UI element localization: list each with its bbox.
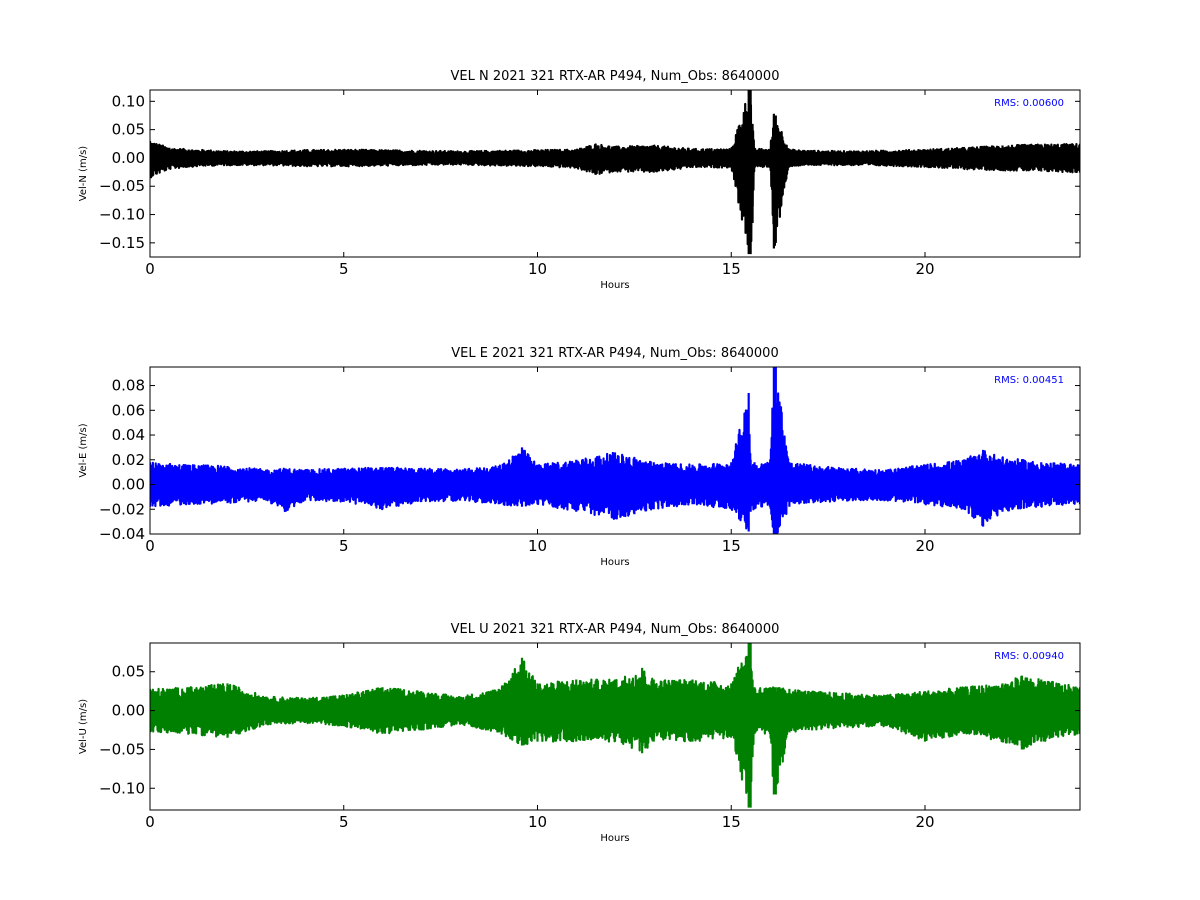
chart-title: VEL N 2021 321 RTX-AR P494, Num_Obs: 864… <box>451 69 780 84</box>
chart-title: VEL E 2021 321 RTX-AR P494, Num_Obs: 864… <box>451 346 778 361</box>
y-tick-label: −0.10 <box>99 206 145 224</box>
y-tick-label: −0.04 <box>99 525 145 543</box>
series-line <box>150 90 1080 255</box>
x-tick-label: 0 <box>145 813 155 831</box>
x-tick-label: 5 <box>339 537 349 555</box>
axes-frame <box>149 366 1081 535</box>
y-axis-label: Vel-N (m/s) <box>78 146 89 201</box>
x-tick-label: 10 <box>528 813 547 831</box>
x-tick-label: 5 <box>339 813 349 831</box>
x-tick-label: 15 <box>722 537 741 555</box>
chart-title: VEL U 2021 321 RTX-AR P494, Num_Obs: 864… <box>451 622 780 637</box>
series-line <box>150 643 1080 808</box>
x-tick-label: 15 <box>722 260 741 278</box>
x-axis-label: Hours <box>600 833 629 844</box>
x-tick-label: 0 <box>145 537 155 555</box>
y-tick-label: 0.00 <box>112 702 145 720</box>
y-tick-label: −0.02 <box>99 500 145 518</box>
y-axis-label: Vel-U (m/s) <box>78 699 89 754</box>
y-tick-label: −0.05 <box>99 740 145 758</box>
x-tick-label: 20 <box>915 537 934 555</box>
y-tick-label: 0.06 <box>112 401 145 419</box>
rms-annotation: RMS: 0.00940 <box>994 651 1064 662</box>
chart-panel-2: 0 5 10 15 20 −0.04 −0.02 0.00 0.02 0.04 0.06 0.08 VE… <box>78 346 1081 568</box>
x-tick-label: 10 <box>528 537 547 555</box>
y-tick-label: 0.00 <box>112 476 145 494</box>
x-axis-label: Hours <box>600 557 629 568</box>
rms-annotation: RMS: 0.00451 <box>994 375 1064 386</box>
x-tick-label: 20 <box>915 813 934 831</box>
y-tick-label: 0.10 <box>112 92 145 110</box>
y-tick-label: −0.15 <box>99 234 145 252</box>
series-line <box>150 367 1080 534</box>
x-tick-label: 15 <box>722 813 741 831</box>
rms-annotation: RMS: 0.00600 <box>994 98 1064 109</box>
y-tick-label: 0.05 <box>112 121 145 139</box>
y-tick-label: −0.10 <box>99 779 145 797</box>
axes-frame <box>149 89 1081 258</box>
chart-panel-1: 0 5 10 15 20 −0.15 −0.10 −0.05 0.00 0.05 0.10 VEL N… <box>78 69 1081 291</box>
x-tick-label: 5 <box>339 260 349 278</box>
x-tick-label: 0 <box>145 260 155 278</box>
x-axis-label: Hours <box>600 280 629 291</box>
y-axis-label: Vel-E (m/s) <box>78 423 89 477</box>
y-tick-label: 0.05 <box>112 663 145 681</box>
y-tick-label: 0.00 <box>112 149 145 167</box>
y-tick-label: 0.04 <box>112 426 145 444</box>
axes-frame <box>149 642 1081 811</box>
x-tick-label: 20 <box>915 260 934 278</box>
y-tick-label: 0.08 <box>112 377 145 395</box>
chart-panel-3: 0 5 10 15 20 −0.10 −0.05 0.00 0.05 VEL U 2021 321… <box>78 622 1081 844</box>
y-tick-label: 0.02 <box>112 451 145 469</box>
y-tick-label: −0.05 <box>99 177 145 195</box>
x-tick-label: 10 <box>528 260 547 278</box>
